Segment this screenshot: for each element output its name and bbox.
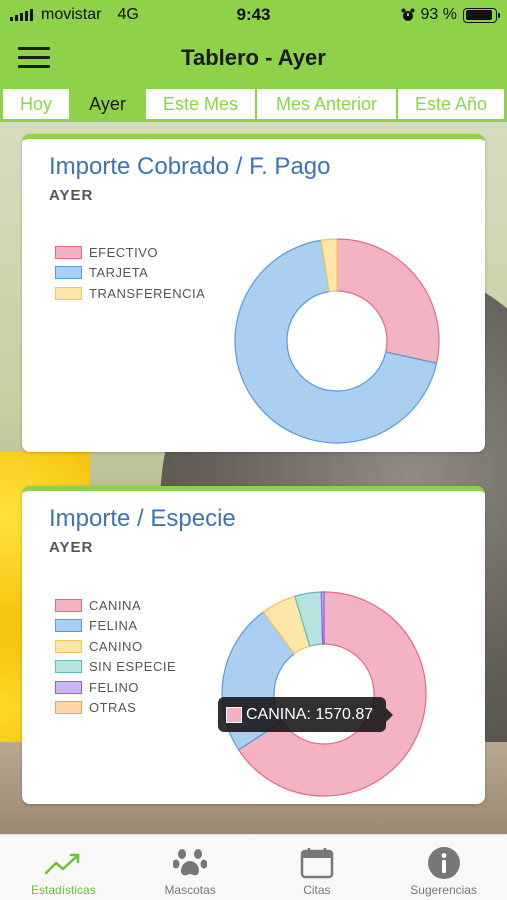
carrier-label: movistar (41, 6, 102, 23)
legend-label: EFECTIVO (89, 244, 159, 260)
legend-swatch (55, 245, 82, 259)
legend-swatch (55, 286, 82, 300)
pie-slice-transferencia[interactable] (320, 238, 338, 293)
card-title: Importe Cobrado / F. Pago (49, 153, 331, 180)
legend-label: SIN ESPECIE (89, 659, 177, 675)
nav-estadisticas[interactable]: Estadísticas (0, 835, 127, 900)
legend-label: FELINO (89, 679, 139, 695)
legend-item[interactable]: OTRAS (55, 698, 176, 719)
card-subtitle: AYER (49, 187, 94, 204)
legend-swatch (55, 680, 82, 694)
tooltip-swatch (226, 706, 242, 723)
signal-icon (10, 9, 33, 21)
legend-label: CANINA (89, 597, 142, 613)
nav-citas[interactable]: Citas (254, 835, 381, 900)
nav-label: Sugerencias (410, 883, 477, 897)
status-left: movistar 4G (10, 6, 139, 24)
period-tabs: Hoy Ayer Este Mes Mes Anterior Este Año (0, 86, 507, 122)
legend-swatch (55, 266, 82, 280)
nav-sugerencias[interactable]: Sugerencias (380, 835, 507, 900)
legend-swatch (55, 660, 82, 674)
legend-item[interactable]: FELINA (55, 616, 176, 637)
card-title: Importe / Especie (49, 505, 236, 532)
battery-icon (463, 7, 500, 23)
battery-label: 93 % (420, 6, 457, 23)
legend-label: OTRAS (89, 700, 137, 716)
legend-swatch (55, 701, 82, 715)
pie-slice-felino[interactable] (320, 591, 325, 645)
tooltip-text: CANINA: 1570.87 (246, 705, 374, 723)
nav-label: Mascotas (164, 883, 216, 897)
legend-label: TRANSFERENCIA (89, 285, 206, 301)
nav-mascotas[interactable]: Mascotas (127, 835, 254, 900)
legend-item[interactable]: FELINO (55, 677, 176, 698)
species-donut-chart[interactable] (214, 584, 434, 804)
legend-item[interactable]: CANINA (55, 595, 176, 616)
network-label: 4G (117, 6, 139, 23)
tab-este-mes[interactable]: Este Mes (145, 88, 256, 120)
chart-tooltip: CANINA: 1570.87 (218, 697, 393, 732)
legend-swatch (55, 639, 82, 653)
tab-mes-anterior[interactable]: Mes Anterior (256, 88, 397, 120)
pie-slice-canina[interactable] (237, 591, 427, 797)
status-bar: movistar 4G 9:43 93 % (0, 0, 507, 30)
alarm-icon (401, 8, 415, 21)
nav-label: Estadísticas (31, 883, 96, 897)
legend-label: TARJETA (89, 265, 149, 281)
card-subtitle: AYER (49, 539, 94, 556)
hamburger-menu-icon[interactable] (18, 47, 50, 69)
payment-donut-chart[interactable] (227, 231, 447, 451)
tab-ayer[interactable]: Ayer (70, 88, 145, 120)
tab-hoy[interactable]: Hoy (2, 88, 70, 120)
legend-label: FELINA (89, 618, 138, 634)
calendar-icon (300, 847, 334, 879)
species-card: Importe / Especie AYER CANINA FELINA CAN… (22, 486, 485, 804)
pie-slice-tarjeta[interactable] (234, 239, 438, 444)
legend-item[interactable]: CANINO (55, 636, 176, 657)
info-icon (427, 847, 461, 879)
tab-este-ano[interactable]: Este Año (397, 88, 505, 120)
legend-swatch (55, 619, 82, 633)
legend-label: CANINO (89, 638, 143, 654)
paw-icon (173, 847, 208, 879)
legend-item[interactable]: TRANSFERENCIA (55, 283, 205, 304)
clock: 9:43 (236, 5, 271, 24)
chart-line-icon (44, 847, 82, 879)
chart-legend: EFECTIVO TARJETA TRANSFERENCIA (55, 242, 205, 304)
payment-method-card: Importe Cobrado / F. Pago AYER EFECTIVO … (22, 134, 485, 452)
nav-label: Citas (303, 883, 331, 897)
legend-item[interactable]: TARJETA (55, 263, 205, 284)
page-title: Tablero - Ayer (181, 45, 326, 70)
pie-slice-efectivo[interactable] (336, 238, 440, 364)
status-right: 93 % (401, 6, 500, 24)
legend-item[interactable]: EFECTIVO (55, 242, 205, 263)
app-header: Tablero - Ayer (0, 30, 507, 86)
legend-item[interactable]: SIN ESPECIE (55, 657, 176, 678)
legend-swatch (55, 598, 82, 612)
bottom-nav: Estadísticas Mascotas Citas (0, 834, 507, 900)
chart-legend: CANINA FELINA CANINO SIN ESPECIE FELINO … (55, 595, 176, 718)
